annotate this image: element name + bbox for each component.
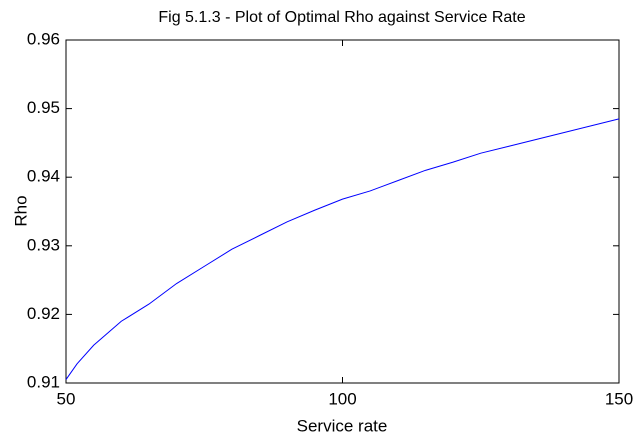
y-axis-label: Rho: [11, 195, 30, 226]
y-tick-label: 0.95: [27, 98, 60, 117]
y-tick-label: 0.92: [27, 304, 60, 323]
x-axis-label: Service rate: [297, 416, 388, 435]
chart-title: Fig 5.1.3 - Plot of Optimal Rho against …: [158, 9, 525, 26]
y-tick-label: 0.91: [27, 372, 60, 391]
y-tick-label: 0.94: [27, 167, 60, 186]
x-tick-label: 50: [57, 389, 76, 408]
data-line: [65, 118, 620, 380]
y-tick-label: 0.93: [27, 235, 60, 254]
x-tick-label: 100: [328, 389, 356, 408]
y-tick-label: 0.96: [27, 29, 60, 48]
x-tick-label: 150: [605, 389, 633, 408]
